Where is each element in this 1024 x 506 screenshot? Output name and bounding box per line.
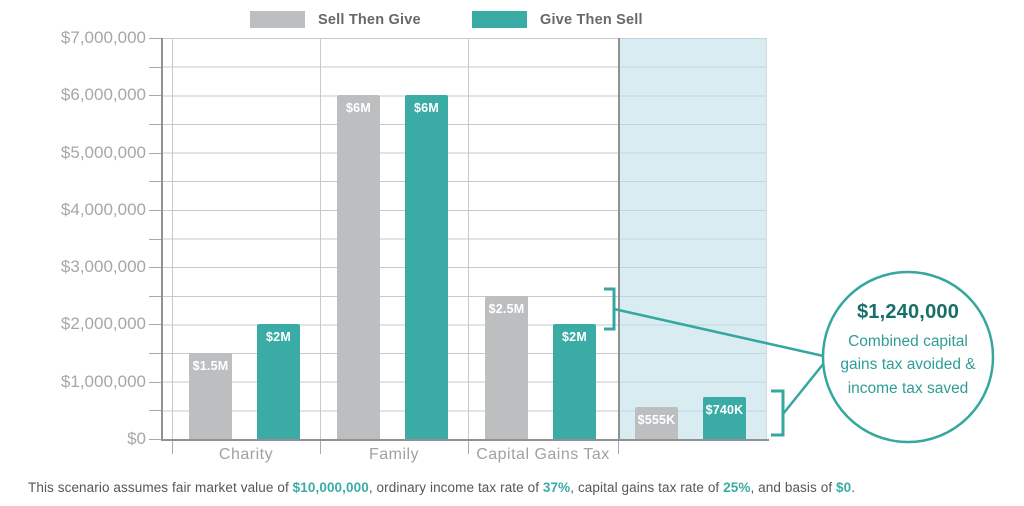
- y-axis-tick: [149, 353, 161, 354]
- y-axis-tick: [149, 181, 161, 182]
- highlight-region: [618, 38, 766, 439]
- y-axis-tick: [149, 296, 161, 297]
- bar-value-label: $740K: [705, 402, 744, 417]
- y-axis-label: $6,000,000: [60, 85, 146, 104]
- footnote: This scenario assumes fair market value …: [28, 480, 855, 495]
- callout-bubble: $1,240,000 Combined capital gains tax av…: [826, 301, 990, 400]
- footnote-text: .: [851, 480, 856, 495]
- y-axis-tick: [149, 239, 161, 240]
- y-axis-tick: [149, 124, 161, 125]
- footnote-text: , ordinary income tax rate of: [368, 480, 543, 495]
- highlight-separator: [618, 38, 620, 439]
- y-axis-tick: [149, 38, 161, 39]
- bar-value-label: $2M: [266, 330, 291, 345]
- x-axis-tick: [320, 441, 321, 454]
- category-separator: [468, 38, 469, 439]
- y-axis-tick: [149, 382, 161, 383]
- bar: $2M: [257, 324, 300, 439]
- footnote-highlight: $10,000,000: [292, 480, 369, 495]
- footnote-text: This scenario assumes fair market value …: [28, 480, 293, 495]
- legend-item: Give Then Sell: [472, 11, 643, 28]
- y-axis-label: $4,000,000: [60, 200, 146, 219]
- footnote-highlight: $0: [836, 480, 852, 495]
- y-axis-tick: [149, 324, 161, 325]
- bar-value-label: $2M: [562, 330, 587, 345]
- callout-text-line: income tax saved: [847, 379, 969, 397]
- y-axis-label: $2,000,000: [60, 314, 146, 333]
- y-axis-label: $0: [127, 429, 146, 448]
- x-axis-label: Charity: [218, 446, 274, 463]
- category-separator: [320, 38, 321, 439]
- connector-line-bottom: [782, 357, 829, 415]
- y-axis-label: $7,000,000: [60, 28, 146, 47]
- y-axis-tick: [149, 267, 161, 268]
- bar-value-label: $1.5M: [192, 359, 229, 374]
- x-axis-line: [161, 439, 769, 441]
- footnote-text: , and basis of: [750, 480, 837, 495]
- y-axis-line: [161, 38, 163, 441]
- y-axis-label: $1,000,000: [60, 372, 146, 391]
- bar: $2M: [553, 324, 596, 439]
- callout-text-line: gains tax avoided &: [840, 356, 976, 374]
- legend-swatch-icon: [250, 11, 305, 28]
- y-axis-tick: [149, 410, 161, 411]
- bar: $555K: [635, 407, 678, 439]
- bar-value-label: $555K: [637, 413, 676, 428]
- category-separator: [172, 38, 173, 439]
- callout-text-line: Combined capital: [848, 333, 968, 350]
- plot-right-edge: [766, 38, 767, 439]
- x-axis-label: Family: [368, 446, 420, 463]
- y-axis-label: $5,000,000: [60, 143, 146, 162]
- x-axis-label: Capital Gains Tax: [476, 446, 610, 463]
- y-axis-tick: [149, 153, 161, 154]
- footnote-text: , capital gains tax rate of: [570, 480, 724, 495]
- y-axis-tick: [149, 210, 161, 211]
- bar-value-label: $6M: [414, 101, 439, 116]
- x-axis-tick: [618, 441, 619, 454]
- legend-label: Sell Then Give: [318, 11, 421, 28]
- legend-item: Sell Then Give: [250, 11, 421, 28]
- callout-amount: $1,240,000: [856, 301, 960, 323]
- bar: $2.5M: [485, 295, 528, 439]
- y-axis-label: $3,000,000: [60, 257, 146, 276]
- x-axis-tick: [172, 441, 173, 454]
- y-axis-tick: [149, 439, 161, 440]
- y-axis-tick: [149, 95, 161, 96]
- bar: $1.5M: [189, 353, 232, 439]
- bar-value-label: $6M: [346, 101, 371, 116]
- x-axis-tick: [468, 441, 469, 454]
- bar: $6M: [405, 95, 448, 439]
- bar: $740K: [703, 396, 746, 439]
- savings-bracket-icon: [771, 389, 785, 437]
- bar: $6M: [337, 95, 380, 439]
- bar-value-label: $2.5M: [488, 301, 525, 316]
- legend-label: Give Then Sell: [540, 11, 643, 28]
- legend-swatch-icon: [472, 11, 527, 28]
- footnote-highlight: 25%: [723, 480, 751, 495]
- y-axis-tick: [149, 67, 161, 68]
- footnote-highlight: 37%: [542, 480, 571, 495]
